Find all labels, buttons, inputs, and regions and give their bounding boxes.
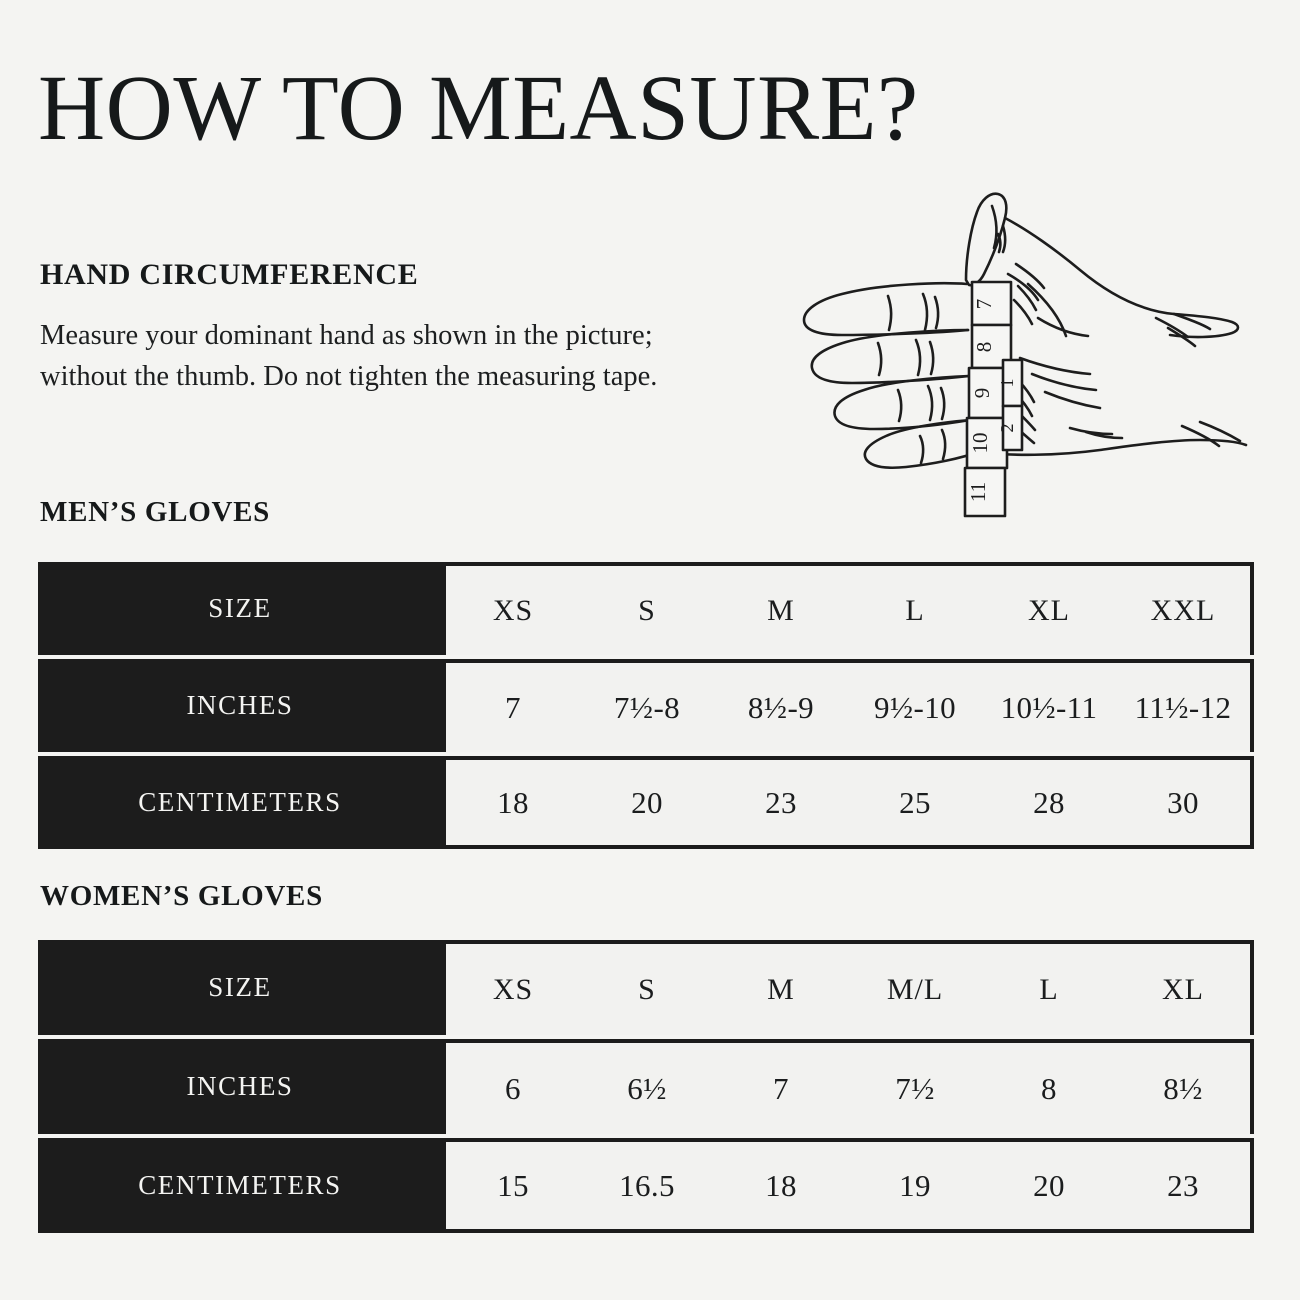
womens-gloves-heading: WOMEN’S GLOVES (40, 880, 323, 912)
cell-size-l: L (1039, 972, 1059, 1006)
cell-inches-xl: 8½ (1163, 1070, 1203, 1106)
table-row: CENTIMETERS 18 20 23 25 28 30 (38, 756, 1254, 849)
mens-gloves-heading: MEN’S GLOVES (40, 496, 270, 528)
cell-size-s: S (638, 593, 656, 627)
measuring-tape (963, 280, 1024, 518)
cell-cm-l: 25 (899, 784, 931, 820)
cell-size-xl: XL (1162, 972, 1204, 1006)
cell-inches-xl: 10½-11 (1000, 689, 1098, 725)
cell-inches-ml: 7½ (895, 1070, 935, 1106)
row-label-centimeters: CENTIMETERS (38, 756, 442, 849)
cell-cm-xl: 23 (1167, 1167, 1199, 1203)
mens-gloves-table: SIZE XS S M L XL XXL INCHES 7 7½-8 8½-9 … (38, 562, 1254, 849)
row-values-size: XS S M M/L L XL (442, 940, 1254, 1035)
cell-cm-m: 18 (765, 1167, 797, 1203)
cell-cm-s: 20 (631, 784, 663, 820)
page-title: HOW TO MEASURE? (38, 57, 919, 160)
table-row: INCHES 7 7½-8 8½-9 9½-10 10½-11 11½-12 (38, 659, 1254, 752)
tape-label-7: 7 (972, 299, 996, 310)
cell-cm-ml: 19 (899, 1167, 931, 1203)
table-row: INCHES 6 6½ 7 7½ 8 8½ (38, 1039, 1254, 1134)
cell-size-xxl: XXL (1150, 593, 1216, 627)
cell-size-xl: XL (1028, 593, 1070, 627)
row-label-inches: INCHES (38, 1039, 442, 1134)
row-label-size: SIZE (38, 940, 442, 1035)
cell-size-m: M (767, 593, 795, 627)
row-values-inches: 7 7½-8 8½-9 9½-10 10½-11 11½-12 (442, 659, 1254, 752)
cell-inches-s: 6½ (627, 1070, 667, 1106)
cell-inches-xs: 6 (505, 1070, 521, 1106)
row-label-centimeters: CENTIMETERS (38, 1138, 442, 1233)
tape-label-11: 11 (966, 482, 990, 502)
hand-circumference-heading: HAND CIRCUMFERENCE (40, 258, 419, 291)
cell-inches-m: 7 (773, 1070, 789, 1106)
tape-label-10: 10 (968, 433, 992, 454)
cell-inches-m: 8½-9 (747, 689, 815, 725)
cell-cm-xs: 15 (497, 1167, 529, 1203)
cell-cm-l: 20 (1033, 1167, 1065, 1203)
tape-label-8: 8 (972, 342, 996, 353)
row-values-centimeters: 18 20 23 25 28 30 (442, 756, 1254, 849)
cell-size-s: S (638, 972, 656, 1006)
tape-number-labels: 7 8 9 10 11 1 2 (966, 299, 1017, 502)
cell-cm-xxl: 30 (1167, 784, 1199, 820)
table-row: SIZE XS S M L XL XXL (38, 562, 1254, 655)
womens-gloves-table: SIZE XS S M M/L L XL INCHES 6 6½ 7 7½ 8 … (38, 940, 1254, 1233)
cell-inches-xxl: 11½-12 (1134, 689, 1232, 725)
table-row: CENTIMETERS 15 16.5 18 19 20 23 (38, 1138, 1254, 1233)
tape-end-label-1: 1 (997, 379, 1017, 388)
cell-size-ml: M/L (886, 972, 944, 1006)
cell-inches-l: 8 (1041, 1070, 1057, 1106)
row-values-centimeters: 15 16.5 18 19 20 23 (442, 1138, 1254, 1233)
cell-size-l: L (905, 593, 925, 627)
cell-size-xs: XS (492, 972, 534, 1006)
cell-cm-xl: 28 (1033, 784, 1065, 820)
cell-inches-s: 7½-8 (613, 689, 681, 725)
cell-inches-l: 9½-10 (873, 689, 957, 725)
row-values-size: XS S M L XL XXL (442, 562, 1254, 655)
cell-size-xs: XS (492, 593, 534, 627)
table-row: SIZE XS S M M/L L XL (38, 940, 1254, 1035)
cell-cm-s: 16.5 (619, 1167, 675, 1203)
cell-inches-xs: 7 (505, 689, 521, 725)
hand-illustration: 7 8 9 10 11 1 2 (770, 178, 1270, 528)
cell-cm-m: 23 (765, 784, 797, 820)
cell-size-m: M (767, 972, 795, 1006)
hand-with-measuring-tape-icon: 7 8 9 10 11 1 2 (802, 192, 1248, 518)
tape-end-label-2: 2 (997, 424, 1017, 433)
row-label-inches: INCHES (38, 659, 442, 752)
row-values-inches: 6 6½ 7 7½ 8 8½ (442, 1039, 1254, 1134)
row-label-size: SIZE (38, 562, 442, 655)
cell-cm-xs: 18 (497, 784, 529, 820)
hand-circumference-instructions: Measure your dominant hand as shown in t… (40, 320, 658, 393)
tape-label-9: 9 (970, 388, 994, 399)
